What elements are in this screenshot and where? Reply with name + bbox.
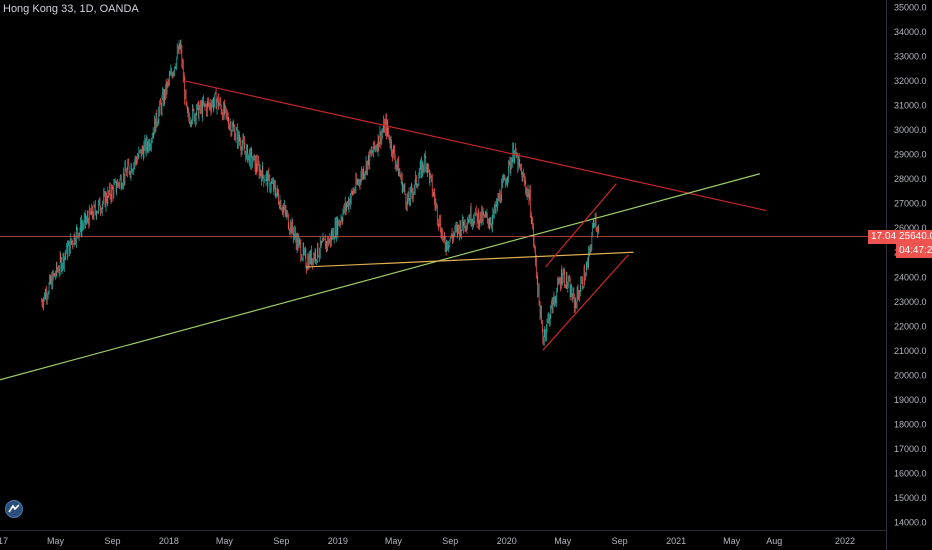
y-tick-label: 19000.0 — [894, 395, 927, 405]
trend-line-horizontal-support — [306, 251, 634, 268]
y-tick-label: 31000.0 — [894, 101, 927, 111]
y-tick-label: 20000.0 — [894, 370, 927, 380]
y-tick-label: 15000.0 — [894, 493, 927, 503]
x-tick-label: May — [385, 536, 403, 546]
y-tick-label: 17000.0 — [894, 444, 927, 454]
symbol-title: Hong Kong 33, 1D, OANDA — [3, 3, 139, 15]
x-tick-label: 17 — [0, 536, 8, 546]
y-tick-label: 28000.0 — [894, 174, 927, 184]
x-tick-label: 2018 — [159, 536, 179, 546]
x-tick-label: Sep — [273, 536, 289, 546]
y-tick-label: 16000.0 — [894, 468, 927, 478]
x-tick-label: Sep — [442, 536, 458, 546]
trend-line-descending-resistance — [183, 79, 767, 212]
trend-line-channel-upper — [545, 183, 617, 268]
trend-line-channel-lower — [542, 254, 629, 351]
y-tick-label: 14000.0 — [894, 518, 927, 528]
tradingview-logo-icon — [5, 500, 23, 518]
x-tick-label: Aug — [766, 536, 782, 546]
y-tick-label: 18000.0 — [894, 419, 927, 429]
x-tick-label: May — [723, 536, 741, 546]
x-tick-label: 2021 — [666, 536, 686, 546]
y-tick-label: 32000.0 — [894, 76, 927, 86]
countdown-tag: 04:47:24 — [896, 243, 932, 258]
trend-line-ascending-support — [0, 173, 761, 381]
y-tick-label: 35000.0 — [894, 3, 927, 13]
x-tick-label: Sep — [612, 536, 628, 546]
y-tick-label: 23000.0 — [894, 297, 927, 307]
x-tick-label: May — [216, 536, 234, 546]
x-tick-label: May — [47, 536, 65, 546]
y-tick-label: 34000.0 — [894, 27, 927, 37]
candles — [41, 39, 600, 347]
y-tick-label: 29000.0 — [894, 150, 927, 160]
y-tick-label: 22000.0 — [894, 321, 927, 331]
current-price-tag: 25640.0 — [896, 229, 932, 244]
x-tick-label: Sep — [104, 536, 120, 546]
x-tick-label: 2020 — [497, 536, 517, 546]
y-tick-label: 27000.0 — [894, 199, 927, 209]
x-tick-label: 2019 — [328, 536, 348, 546]
x-tick-label: 2022 — [835, 536, 855, 546]
x-tick-label: May — [554, 536, 572, 546]
y-tick-label: 26000.0 — [894, 223, 927, 233]
y-tick-label: 33000.0 — [894, 52, 927, 62]
y-tick-label: 30000.0 — [894, 125, 927, 135]
y-tick-label: 24000.0 — [894, 272, 927, 282]
y-tick-label: 21000.0 — [894, 346, 927, 356]
